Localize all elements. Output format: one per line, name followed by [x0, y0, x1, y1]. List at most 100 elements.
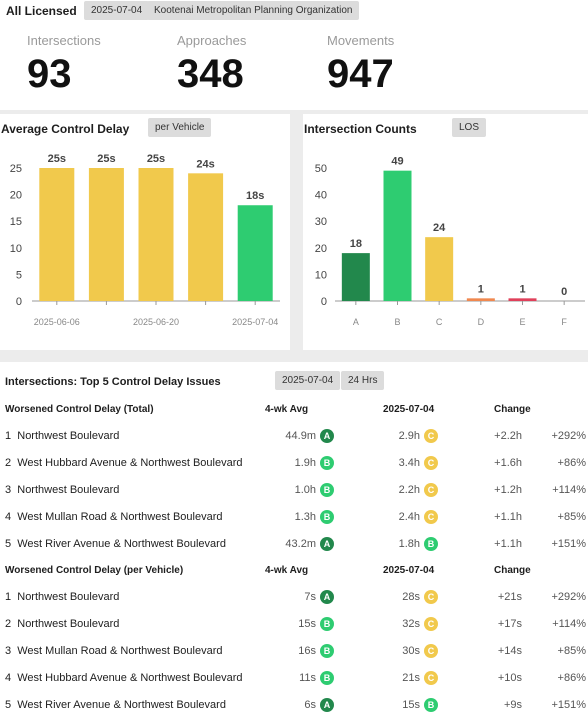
bar-value-label: 1	[519, 283, 525, 295]
date-value: 30s	[402, 645, 420, 657]
table-row[interactable]: 1 Northwest Boulevard 44.9m A 2.9h C +2.2h +29…	[0, 423, 588, 450]
row-name: West River Avenue & Northwest Boulevard	[17, 699, 226, 711]
x-tick-label: 2025-07-04	[232, 317, 278, 327]
date-value: 21s	[402, 672, 420, 684]
average-delay-panel: Average Control Delay per Vehicle 0 5 10 15…	[0, 114, 290, 350]
change-percent: +151%	[551, 699, 586, 711]
los-grade-badge: C	[424, 590, 438, 604]
table-row[interactable]: 5 West River Avenue & Northwest Boulevar…	[0, 692, 588, 717]
change-percent: +114%	[552, 618, 586, 630]
bar	[138, 168, 174, 301]
section-header-name: Worsened Control Delay (per Vehicle)	[5, 565, 184, 576]
intersection-name[interactable]: 2 Northwest Boulevard	[5, 618, 119, 630]
bar-value-label: 0	[561, 286, 567, 298]
y-tick-label: 20	[315, 243, 327, 255]
bar-value-label: 24s	[196, 158, 214, 170]
section-header: Worsened Control Delay (Total) 4-wk Avg 20…	[0, 400, 588, 420]
organization-pill[interactable]: Kootenai Metropolitan Planning Organizat…	[147, 1, 360, 20]
change-percent: +292%	[551, 591, 586, 603]
bar-value-label: 1	[478, 283, 484, 295]
los-grade-badge: C	[424, 510, 438, 524]
row-name: West River Avenue & Northwest Boulevard	[17, 538, 226, 550]
row-rank: 5	[5, 699, 12, 711]
los-grade-badge: C	[424, 617, 438, 631]
bar-value-label: 18s	[246, 190, 264, 202]
table-row[interactable]: 4 West Mullan Road & Northwest Boulevard…	[0, 504, 588, 531]
los-grade-badge: C	[424, 456, 438, 470]
intersection-name[interactable]: 2 West Hubbard Avenue & Northwest Boulev…	[5, 457, 242, 469]
summary-header: All Licensed 2025-07-04 Kootenai Metropo…	[0, 0, 588, 110]
x-tick-label: D	[478, 317, 485, 327]
table-row[interactable]: 5 West River Avenue & Northwest Boulevar…	[0, 531, 588, 558]
change-value: +21s	[497, 591, 522, 603]
row-name: West Mullan Road & Northwest Boulevard	[17, 645, 223, 657]
change-percent: +85%	[557, 645, 586, 657]
row-name: Northwest Boulevard	[17, 484, 120, 496]
avg-value: 6s	[304, 699, 316, 711]
change-value: +10s	[497, 672, 522, 684]
date-pill[interactable]: 2025-07-04	[84, 1, 150, 20]
page-title: All Licensed	[6, 4, 77, 18]
table-row[interactable]: 1 Northwest Boulevard 7s A 28s C +21s +292%	[0, 584, 588, 611]
row-rank: 4	[5, 511, 12, 523]
bar-value-label: 24	[433, 222, 446, 234]
bar-value-label: 18	[350, 238, 362, 250]
issues-period-pill[interactable]: 24 Hrs	[341, 371, 385, 390]
column-header-avg: 4-wk Avg	[265, 565, 309, 576]
los-grade-badge: B	[320, 483, 334, 497]
section-header: Worsened Control Delay (per Vehicle) 4-wk…	[0, 561, 588, 581]
change-percent: +86%	[557, 457, 586, 469]
date-value: 2.2h	[398, 484, 420, 496]
table-row[interactable]: 2 West Hubbard Avenue & Northwest Boulev…	[0, 450, 588, 477]
intersection-name[interactable]: 3 Northwest Boulevard	[5, 484, 119, 496]
los-grade-badge: C	[424, 429, 438, 443]
row-name: West Hubbard Avenue & Northwest Boulevar…	[17, 457, 243, 469]
bar-value-label: 25s	[48, 153, 66, 165]
y-tick-label: 10	[10, 243, 22, 255]
los-grade-badge: B	[320, 456, 334, 470]
change-percent: +292%	[551, 430, 586, 442]
metric-value-approaches: 348	[177, 52, 244, 96]
change-percent: +86%	[557, 672, 586, 684]
y-tick-label: 25	[10, 163, 22, 175]
bar	[466, 298, 495, 301]
intersection-name[interactable]: 1 Northwest Boulevard	[5, 430, 119, 442]
column-header-date: 2025-07-04	[383, 565, 435, 576]
column-header-change: Change	[494, 565, 531, 576]
x-tick-label: F	[561, 317, 567, 327]
counts-bar-chart: 0 10 20 30 40 50 18 A 49 B 24 C 1 D 1 E 0 F	[315, 156, 585, 327]
row-rank: 2	[5, 457, 12, 469]
table-row[interactable]: 4 West Hubbard Avenue & Northwest Boulev…	[0, 665, 588, 692]
y-tick-label: 30	[315, 216, 327, 228]
y-tick-label: 0	[16, 296, 22, 308]
date-value: 15s	[402, 699, 420, 711]
per-vehicle-pill[interactable]: per Vehicle	[148, 118, 212, 137]
los-grade-badge: A	[320, 537, 334, 551]
intersection-name[interactable]: 4 West Mullan Road & Northwest Boulevard	[5, 511, 222, 523]
y-tick-label: 20	[10, 190, 22, 202]
table-row[interactable]: 3 Northwest Boulevard 1.0h B 2.2h C +1.2h +114…	[0, 477, 588, 504]
y-tick-label: 0	[321, 296, 327, 308]
column-header-avg: 4-wk Avg	[265, 404, 309, 415]
los-pill[interactable]: LOS	[452, 118, 487, 137]
row-rank: 1	[5, 591, 12, 603]
bar-value-label: 49	[391, 156, 403, 168]
intersection-name[interactable]: 5 West River Avenue & Northwest Boulevar…	[5, 538, 226, 550]
x-tick-label: 2025-06-20	[133, 317, 179, 327]
change-value: +17s	[497, 618, 522, 630]
los-grade-badge: A	[320, 429, 334, 443]
column-header-change: Change	[494, 404, 531, 415]
intersection-name[interactable]: 4 West Hubbard Avenue & Northwest Boulev…	[5, 672, 242, 684]
date-value: 2.4h	[398, 511, 420, 523]
los-grade-badge: A	[320, 698, 334, 712]
table-row[interactable]: 2 Northwest Boulevard 15s B 32s C +17s +114%	[0, 611, 588, 638]
intersection-name[interactable]: 3 West Mullan Road & Northwest Boulevard	[5, 645, 222, 657]
issues-date-pill[interactable]: 2025-07-04	[275, 371, 341, 390]
table-row[interactable]: 3 West Mullan Road & Northwest Boulevard…	[0, 638, 588, 665]
intersection-name[interactable]: 1 Northwest Boulevard	[5, 591, 119, 603]
y-tick-label: 5	[16, 269, 22, 281]
intersection-name[interactable]: 5 West River Avenue & Northwest Boulevar…	[5, 699, 226, 711]
avg-value: 43.2m	[285, 538, 316, 550]
x-tick-label: E	[519, 317, 525, 327]
metric-label-approaches: Approaches	[177, 33, 247, 48]
